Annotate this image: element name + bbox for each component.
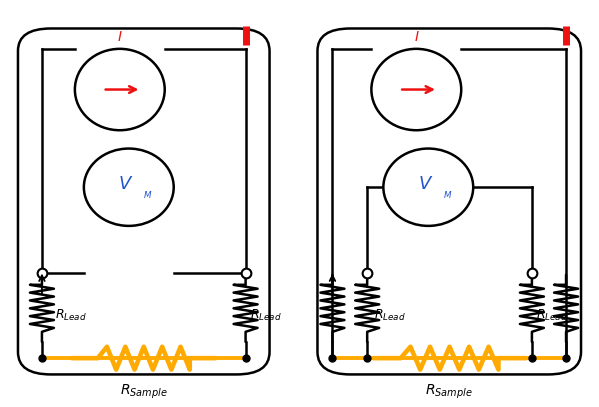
FancyBboxPatch shape [18,28,270,374]
Text: $R_{Lead}$: $R_{Lead}$ [55,308,87,323]
Text: $R_{Sample}$: $R_{Sample}$ [120,383,168,401]
Text: I: I [118,30,122,44]
Text: $R_{Lead}$: $R_{Lead}$ [536,308,567,323]
FancyBboxPatch shape [317,28,581,374]
Text: $R_{Lead}$: $R_{Lead}$ [374,308,406,323]
Text: $R_{Sample}$: $R_{Sample}$ [425,383,473,401]
Text: $_M$: $_M$ [143,188,153,201]
Ellipse shape [84,149,174,226]
Text: I: I [415,30,418,44]
Text: $V$: $V$ [418,175,433,193]
Text: $V$: $V$ [118,175,134,193]
Ellipse shape [371,49,461,130]
Ellipse shape [75,49,165,130]
Text: $R_{Lead}$: $R_{Lead}$ [250,308,282,323]
Ellipse shape [383,149,473,226]
Text: $_M$: $_M$ [443,188,452,201]
